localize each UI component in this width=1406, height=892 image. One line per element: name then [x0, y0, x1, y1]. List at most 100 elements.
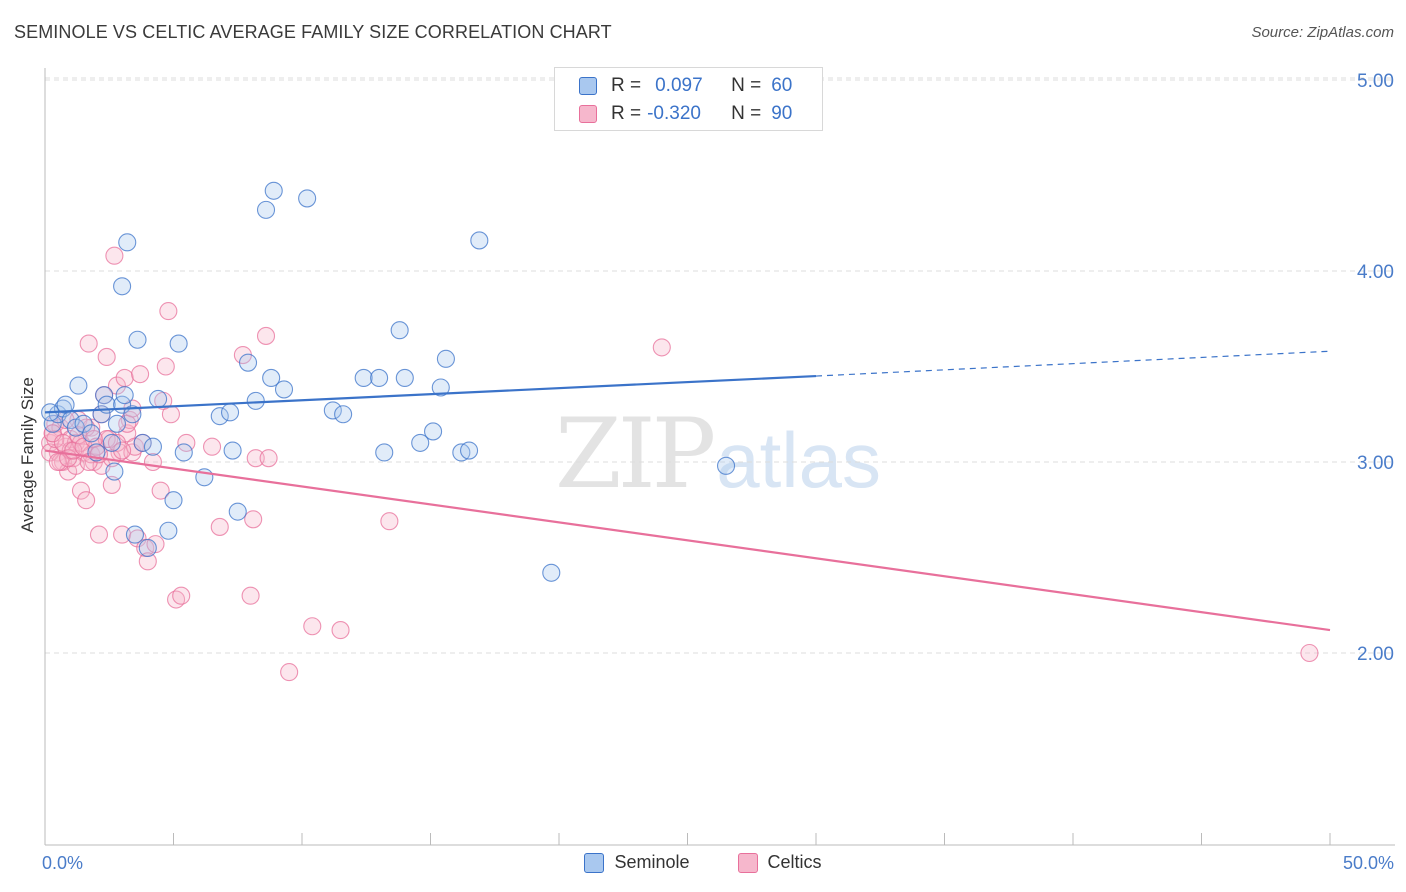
data-point-seminole: [424, 422, 443, 441]
data-point-celtics: [246, 449, 265, 468]
data-point-celtics: [303, 617, 322, 636]
data-point-seminole: [262, 368, 281, 388]
legend-r-label: R =: [611, 75, 642, 96]
data-point-celtics: [259, 449, 278, 468]
data-point-celtics: [380, 512, 399, 531]
data-point-seminole: [123, 405, 142, 424]
data-point-seminole: [69, 376, 88, 395]
data-point-celtics: [244, 510, 263, 529]
data-point-seminole: [375, 443, 394, 462]
data-point-celtics: [159, 302, 178, 321]
data-point-seminole: [149, 389, 168, 409]
data-point-celtics: [203, 437, 222, 456]
x-tick-label-min: 0.0%: [42, 853, 84, 873]
data-point-celtics: [77, 491, 96, 510]
data-point-seminole: [298, 189, 317, 208]
data-point-celtics: [210, 517, 229, 536]
data-point-celtics: [113, 441, 132, 460]
data-point-seminole: [118, 233, 137, 252]
legend-row-seminole: R = 0.097 N = 60: [579, 74, 792, 98]
data-point-celtics: [151, 481, 170, 500]
legend-item-seminole[interactable]: Seminole: [584, 852, 690, 873]
legend-swatch-celtics: [737, 852, 758, 873]
data-point-celtics: [143, 452, 162, 472]
trend-extension-seminole: [815, 350, 1331, 377]
watermark-atlas: atlas: [716, 416, 881, 504]
legend-n-value: 90: [771, 103, 793, 124]
data-point-seminole: [470, 231, 489, 250]
legend-label-seminole: Seminole: [614, 852, 690, 872]
legend-swatch-seminole: [579, 77, 597, 95]
legend-n-value: 60: [771, 75, 793, 96]
data-point-celtics: [79, 334, 98, 353]
data-point-seminole: [43, 414, 62, 433]
data-point-celtics: [156, 357, 175, 376]
y-tick-label: 4.00: [1357, 262, 1394, 283]
chart-title: SEMINOLE VS CELTIC AVERAGE FAMILY SIZE C…: [14, 22, 612, 42]
data-point-seminole: [128, 330, 147, 349]
legend-n-label: N =: [731, 103, 762, 124]
data-point-seminole: [210, 407, 229, 426]
data-point-celtics: [172, 586, 191, 605]
watermark-zip: ZIP: [555, 398, 716, 510]
legend-swatch-seminole: [584, 852, 605, 873]
data-point-celtics: [280, 663, 299, 682]
data-point-seminole: [138, 538, 157, 558]
data-point-seminole: [169, 334, 188, 353]
legend-n-label: N =: [731, 75, 762, 96]
data-point-celtics: [107, 376, 127, 395]
data-point-seminole: [82, 424, 101, 443]
data-point-celtics: [89, 525, 109, 544]
data-point-seminole: [102, 433, 121, 452]
data-point-celtics: [71, 481, 91, 500]
series-legend: Seminole Celtics: [0, 852, 1406, 873]
data-point-celtics: [241, 586, 260, 605]
data-point-seminole: [107, 414, 127, 433]
source-label: Source: ZipAtlas.com: [1251, 24, 1394, 41]
data-point-seminole: [125, 525, 144, 544]
data-point-seminole: [159, 521, 178, 540]
legend-row-celtics: R = -0.320 N = 90: [579, 102, 792, 126]
data-point-celtics: [652, 338, 671, 357]
data-point-seminole: [223, 441, 242, 460]
data-point-celtics: [113, 525, 132, 544]
data-point-seminole: [459, 441, 479, 460]
data-point-celtics: [331, 621, 350, 640]
data-point-celtics: [105, 246, 124, 265]
data-point-seminole: [256, 200, 276, 219]
legend-r-label: R =: [611, 103, 642, 124]
data-point-seminole: [411, 433, 430, 452]
data-point-seminole: [542, 563, 561, 582]
data-point-seminole: [164, 491, 183, 510]
data-point-seminole: [113, 277, 132, 296]
data-point-seminole: [174, 443, 193, 462]
data-point-celtics: [97, 347, 116, 367]
data-point-seminole: [228, 502, 247, 521]
data-point-seminole: [390, 321, 409, 340]
data-point-seminole: [370, 368, 389, 388]
y-tick-label: 5.00: [1357, 71, 1394, 92]
data-point-seminole: [264, 181, 283, 200]
data-point-seminole: [431, 378, 450, 397]
data-point-seminole: [323, 401, 342, 420]
data-point-seminole: [220, 403, 240, 422]
legend-item-celtics[interactable]: Celtics: [737, 852, 822, 873]
data-point-celtics: [131, 365, 150, 384]
data-point-seminole: [274, 380, 294, 399]
x-tick-label-max: 50.0%: [1342, 853, 1394, 873]
data-point-seminole: [246, 391, 265, 410]
data-point-celtics: [48, 452, 67, 472]
data-point-seminole: [436, 349, 455, 368]
data-point-celtics: [138, 552, 157, 571]
data-point-seminole: [105, 462, 124, 481]
data-point-seminole: [716, 456, 736, 475]
data-point-seminole: [115, 386, 134, 405]
data-point-seminole: [395, 368, 414, 388]
data-point-seminole: [354, 368, 373, 388]
trend-line-celtics: [44, 449, 1331, 632]
data-point-seminole: [143, 437, 162, 456]
data-point-seminole: [452, 443, 471, 462]
data-point-celtics: [102, 475, 121, 494]
data-point-seminole: [133, 433, 152, 452]
